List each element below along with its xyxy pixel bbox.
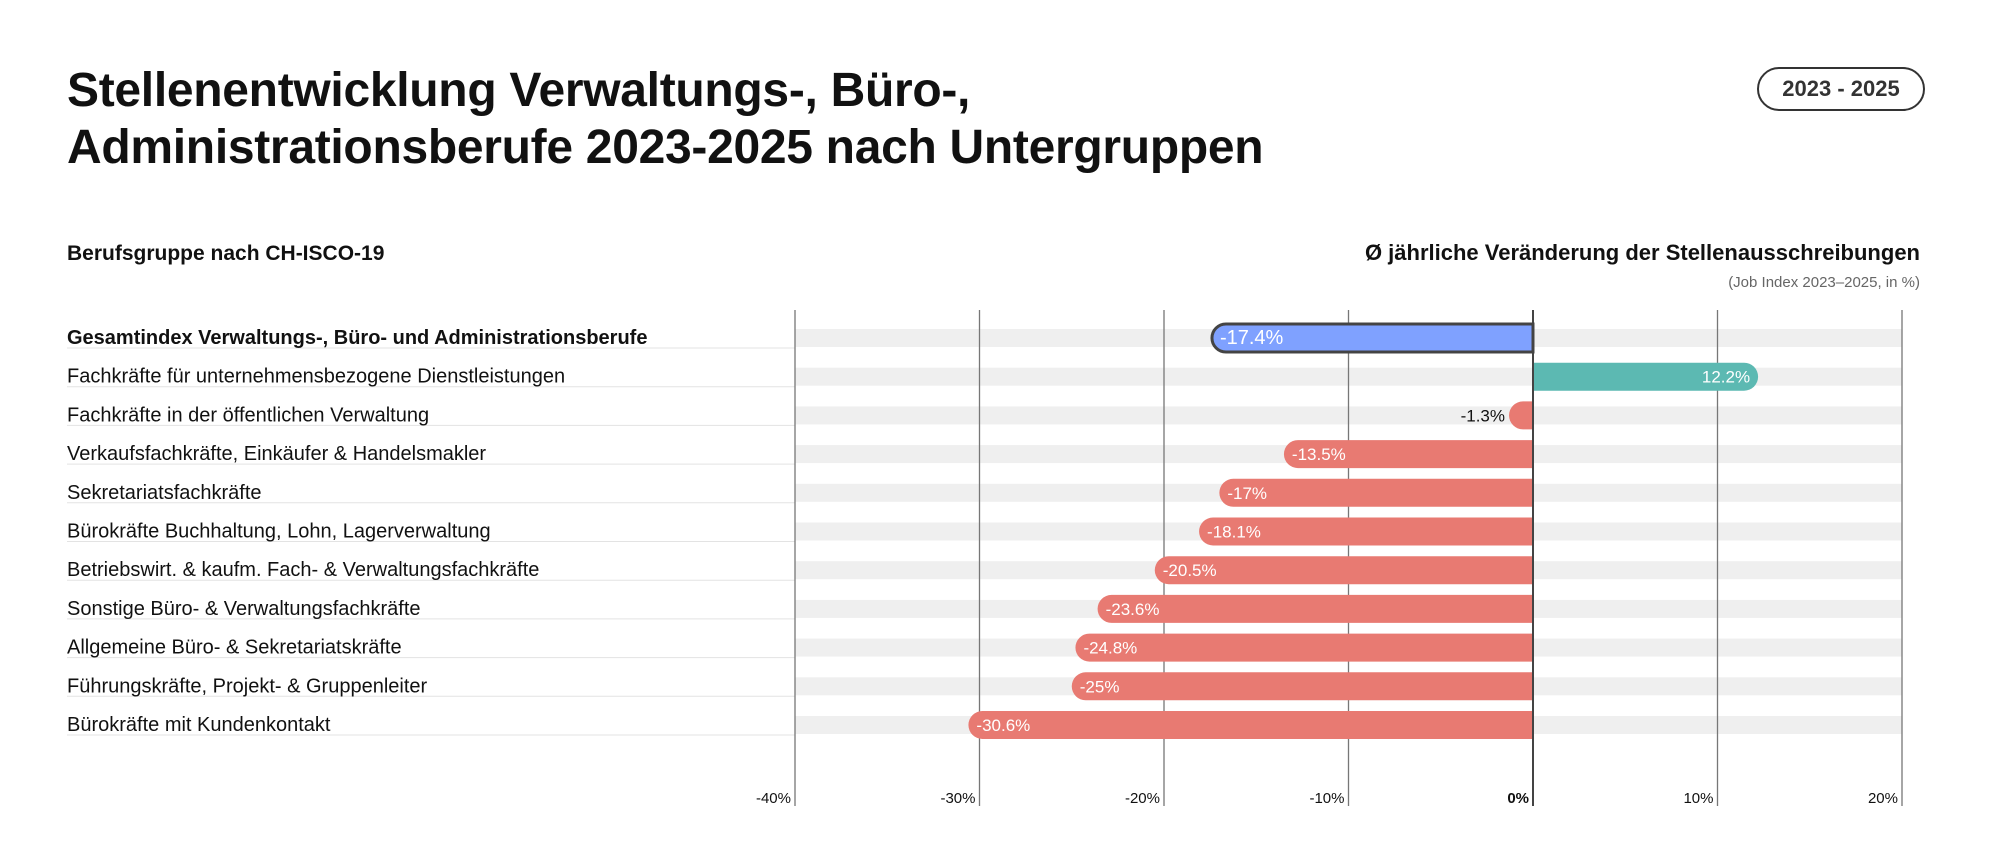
data-label: -17.4% xyxy=(1220,327,1284,349)
category-label: Fachkräfte für unternehmensbezogene Dien… xyxy=(67,366,565,388)
title-line-1: Stellenentwicklung Verwaltungs-, Büro-, xyxy=(67,64,971,117)
bar xyxy=(1283,440,1533,469)
chart-subtitle: (Job Index 2023–2025, in %) xyxy=(1728,274,1920,291)
data-label: -1.3% xyxy=(1461,406,1505,425)
x-tick-label: 10% xyxy=(1683,790,1713,807)
data-label: -13.5% xyxy=(1292,445,1346,464)
bar xyxy=(1509,401,1533,430)
title-line-2: Administrationsberufe 2023-2025 nach Unt… xyxy=(67,121,1264,174)
x-tick-label: -20% xyxy=(1125,790,1160,807)
category-axis-title: Berufsgruppe nach CH-ISCO-19 xyxy=(67,242,385,265)
bar xyxy=(968,711,1533,739)
data-label: -30.6% xyxy=(976,716,1030,735)
category-label: Sonstige Büro- & Verwaltungsfachkräfte xyxy=(67,598,421,620)
category-label: Gesamtindex Verwaltungs-, Büro- und Admi… xyxy=(67,327,647,349)
data-label: -23.6% xyxy=(1106,600,1160,619)
data-label: 12.2% xyxy=(1702,368,1750,387)
bar xyxy=(1071,672,1533,701)
bar xyxy=(1154,556,1533,585)
bar xyxy=(1533,362,1759,391)
bar xyxy=(1075,633,1533,662)
period-badge: 2023 - 2025 xyxy=(1757,67,1925,111)
bar xyxy=(1097,594,1533,623)
bar xyxy=(1199,517,1533,546)
data-label: -20.5% xyxy=(1163,561,1217,580)
bar xyxy=(1219,478,1533,507)
data-label: -18.1% xyxy=(1207,523,1261,542)
data-label: -17% xyxy=(1227,484,1267,503)
category-label: Betriebswirt. & kaufm. Fach- & Verwaltun… xyxy=(67,559,539,581)
data-label: -24.8% xyxy=(1083,639,1137,658)
x-tick-label: -40% xyxy=(756,790,791,807)
data-label: -25% xyxy=(1080,677,1120,696)
category-label: Bürokräfte Buchhaltung, Lohn, Lagerverwa… xyxy=(67,521,491,543)
category-label: Führungskräfte, Projekt- & Gruppenleiter xyxy=(67,675,428,697)
bar xyxy=(1210,322,1535,354)
x-tick-label: 0% xyxy=(1507,790,1529,807)
x-tick-label: -10% xyxy=(1309,790,1344,807)
x-tick-label: 20% xyxy=(1868,790,1898,807)
category-label: Verkaufsfachkräfte, Einkäufer & Handelsm… xyxy=(67,443,486,465)
chart-title: Ø jährliche Veränderung der Stellenaussc… xyxy=(1364,240,1920,265)
category-label: Sekretariatsfachkräfte xyxy=(67,482,262,504)
category-label: Allgemeine Büro- & Sekretariatskräfte xyxy=(67,637,402,659)
category-label: Bürokräfte mit Kundenkontakt xyxy=(67,714,331,736)
category-label: Fachkräfte in der öffentlichen Verwaltun… xyxy=(67,404,429,426)
page-title: Stellenentwicklung Verwaltungs-, Büro-, … xyxy=(67,62,1264,176)
x-tick-label: -30% xyxy=(940,790,975,807)
